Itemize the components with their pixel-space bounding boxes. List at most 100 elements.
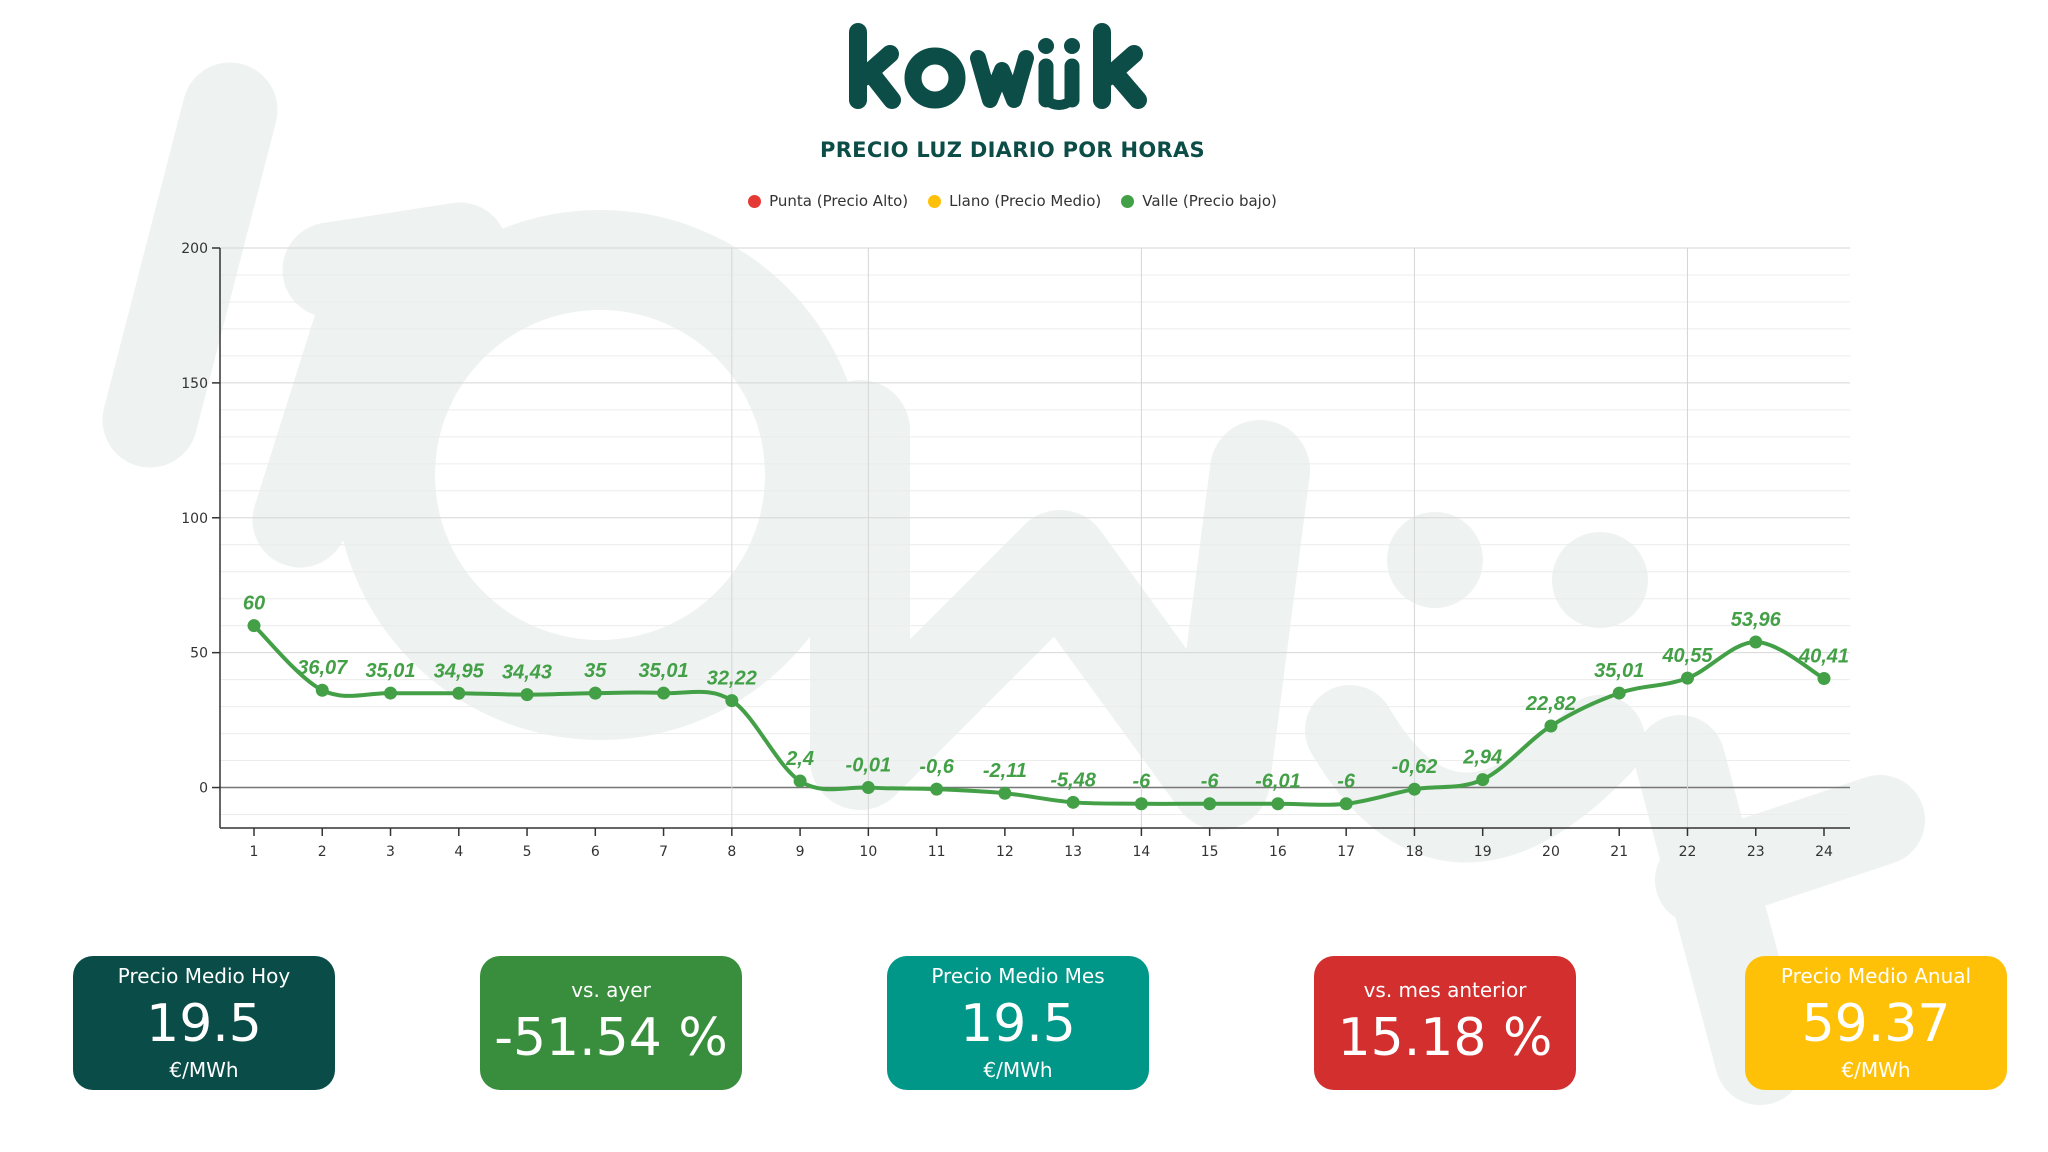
data-point [520,688,534,702]
x-tick-label: 16 [1269,844,1287,860]
x-tick-label: 23 [1747,844,1765,860]
data-point [588,686,602,700]
x-tick-label: 1 [250,844,259,860]
x-tick-label: 18 [1406,844,1424,860]
data-label: 35,01 [1594,660,1644,682]
legend-dot-yellow-icon [928,194,942,208]
x-tick-label: 19 [1474,844,1492,860]
data-label: 34,43 [502,662,552,684]
card-vs-ayer: vs. ayer -51.54 % [480,956,742,1090]
chart-title: PRECIO LUZ DIARIO POR HORAS [820,138,1205,162]
x-tick-label: 5 [523,844,532,860]
card-unit: €/MWh [983,1058,1053,1082]
x-tick-label: 24 [1815,844,1833,860]
card-unit: €/MWh [169,1058,239,1082]
x-tick-label: 22 [1679,844,1697,860]
data-label: 34,95 [434,660,485,682]
legend-dot-green-icon [1121,194,1135,208]
x-tick-label: 14 [1132,844,1150,860]
card-value: 59.37 [1801,994,1951,1054]
data-point [793,774,807,788]
card-title: Precio Medio Hoy [117,964,291,988]
data-point [1544,719,1558,733]
data-point [315,683,329,697]
data-point [1476,773,1490,787]
data-point [998,786,1012,800]
data-label: -0,6 [919,756,954,778]
data-label: -5,48 [1050,769,1096,791]
data-point [1749,635,1763,649]
data-label: 60 [243,593,265,615]
x-tick-label: 20 [1542,844,1560,860]
x-tick-label: 7 [659,844,668,860]
data-label: -2,11 [983,760,1027,782]
data-point [384,686,398,700]
x-tick-label: 17 [1337,844,1355,860]
card-value: 19.5 [960,994,1076,1054]
x-tick-label: 2 [318,844,327,860]
data-point [1680,671,1694,685]
legend-label-punta: Punta (Precio Alto) [769,192,909,210]
data-point [1407,782,1421,796]
data-point [452,686,466,700]
data-point [930,782,944,796]
y-tick-label: 200 [181,241,208,257]
card-value: 19.5 [146,994,262,1054]
chart-legend: Punta (Precio Alto) Llano (Precio Medio)… [0,192,2025,210]
x-tick-label: 8 [727,844,736,860]
x-tick-label: 11 [928,844,946,860]
card-value: -51.54 % [494,1008,728,1068]
data-point [725,694,739,708]
data-label: -6 [1337,771,1356,793]
card-value: 15.18 % [1337,1008,1553,1068]
legend-item-valle[interactable]: Valle (Precio bajo) [1121,192,1277,210]
x-tick-label: 12 [996,844,1014,860]
card-title: vs. mes anterior [1363,978,1527,1002]
data-label: 36,07 [297,657,348,679]
x-tick-label: 10 [859,844,877,860]
card-title: Precio Medio Mes [931,964,1105,988]
data-label: 35,01 [365,660,415,682]
data-label: 40,55 [1661,645,1713,667]
data-label: -6 [1201,771,1220,793]
x-tick-label: 15 [1201,844,1219,860]
y-tick-label: 150 [181,376,208,392]
data-label: -6,01 [1255,771,1301,793]
x-tick-label: 9 [796,844,805,860]
data-label: 53,96 [1731,609,1782,631]
legend-label-llano: Llano (Precio Medio) [949,192,1102,210]
card-vs-mes-anterior: vs. mes anterior 15.18 % [1314,956,1576,1090]
data-label: -0,62 [1392,756,1438,778]
x-tick-label: 21 [1610,844,1628,860]
x-tick-label: 13 [1064,844,1082,860]
y-tick-label: 100 [181,511,208,527]
data-label: -0,01 [846,755,892,777]
legend-dot-red-icon [748,194,762,208]
data-point [1203,797,1217,811]
data-point [1134,797,1148,811]
data-point [1339,797,1353,811]
data-label: 35 [584,660,607,682]
legend-item-punta[interactable]: Punta (Precio Alto) [748,192,908,210]
card-precio-medio-anual: Precio Medio Anual 59.37 €/MWh [1745,956,2007,1090]
y-tick-label: 0 [199,781,208,797]
card-precio-medio-hoy: Precio Medio Hoy 19.5 €/MWh [73,956,335,1090]
data-point [1271,797,1285,811]
kowik-logo [849,23,1147,110]
card-precio-medio-mes: Precio Medio Mes 19.5 €/MWh [887,956,1149,1090]
card-title: vs. ayer [571,978,651,1002]
data-point [861,781,875,795]
y-tick-label: 50 [190,646,208,662]
data-point [1612,686,1626,700]
data-label: 32,22 [707,668,757,690]
x-tick-label: 4 [454,844,463,860]
data-point [657,686,671,700]
data-label: 35,01 [639,660,689,682]
data-label: 22,82 [1525,693,1576,715]
legend-item-llano[interactable]: Llano (Precio Medio) [928,192,1101,210]
legend-label-valle: Valle (Precio bajo) [1142,192,1277,210]
data-point [247,619,261,633]
card-title: Precio Medio Anual [1780,964,1972,988]
x-tick-label: 3 [386,844,395,860]
